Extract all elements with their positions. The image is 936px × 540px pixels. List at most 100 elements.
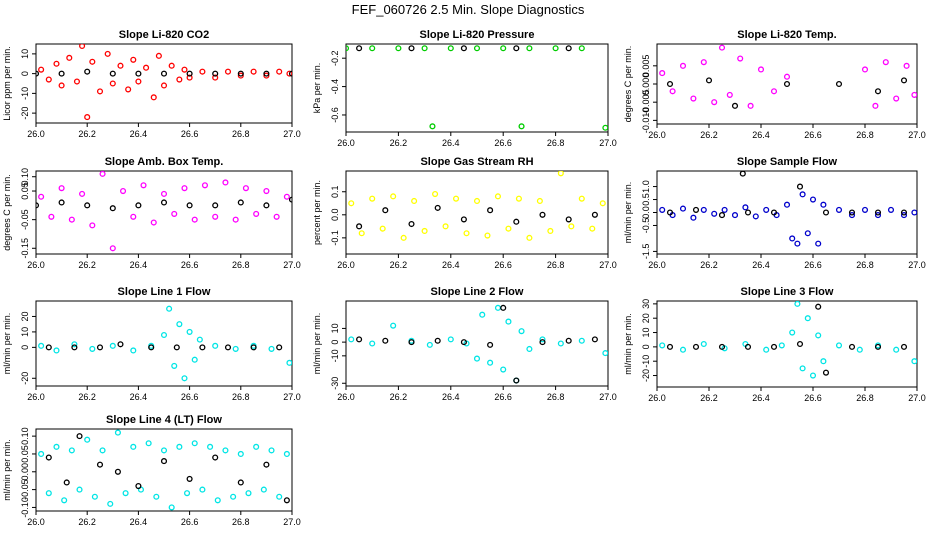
y-tick-label: 0.005 [641,55,651,78]
x-tick-label: 26.0 [27,392,45,402]
data-point-all [568,223,575,230]
data-point-all [547,227,554,234]
data-point-subset [135,70,142,77]
x-tick-label: 26.8 [232,392,250,402]
data-point-subset [199,344,206,351]
data-point-all [263,72,270,79]
data-point-all [903,62,910,69]
x-tick-label: 26.0 [648,130,666,140]
y-tick-label: -0.2 [330,50,340,66]
x-tick-label: 26.6 [181,260,199,270]
data-point-all [893,95,900,102]
data-point-subset [212,202,219,209]
y-tick-label: 10 [641,328,651,338]
data-point-subset [815,303,822,310]
data-point-all [452,195,460,202]
data-point-all [84,114,91,121]
chart-panel-5: Slope Gas Stream RH percent per min. 26.0 2… [312,156,617,270]
data-point-all [757,66,765,73]
data-point-subset [71,344,78,351]
data-point-all [176,443,183,450]
data-point-all [183,490,191,497]
data-point-all [186,328,193,335]
data-point-subset [666,209,674,216]
data-point-all [679,346,687,353]
data-point-all [799,191,806,198]
data-point-all [799,365,806,372]
data-point-all [53,347,60,354]
x-tick-label: 26.2 [700,260,718,270]
y-tick-label: 20 [641,313,651,323]
data-point-subset [434,337,441,344]
x-tick-label: 26.4 [442,260,460,270]
data-point-subset [84,202,91,209]
data-point-all [99,171,106,177]
y-axis-label: ml/min per min. [623,182,633,244]
data-point-all [253,210,260,217]
data-point-subset [114,468,121,475]
data-point-all [700,206,707,213]
data-point-subset [744,343,752,350]
y-tick-label: -10 [20,87,30,100]
data-point-all [763,206,770,213]
x-tick-label: 26.2 [78,129,96,139]
data-point-all [84,436,91,443]
x-tick-label: 26.6 [181,129,199,139]
data-point-all [181,185,188,192]
y-tick-label: -0.4 [330,79,340,95]
data-point-all [276,493,283,500]
data-point-all [130,347,137,354]
x-tick-label: 26.0 [648,260,666,270]
data-point-subset [160,199,168,206]
data-point-subset [250,344,257,351]
data-point-all [199,68,206,75]
y-axis-label: degrees C per min. [623,46,633,123]
data-point-subset [565,337,572,344]
y-tick-label: 0.10 [20,427,30,445]
x-tick-label: 26.4 [130,392,148,402]
data-point-all [135,78,142,85]
x-tick-label: 26.4 [130,129,148,139]
y-tick-label: -0.6 [330,107,340,123]
data-point-all [794,240,801,247]
x-tick-label: 26.4 [442,138,460,148]
data-point-all [48,213,55,220]
data-point-all [429,123,436,130]
data-point-all [473,197,481,205]
data-point-subset [96,461,104,468]
data-point-all [783,73,791,80]
data-point-all [181,375,188,382]
data-point-all [212,74,219,81]
data-point-all [479,311,486,318]
data-point-all [770,88,778,95]
data-point-subset [460,339,467,346]
y-tick-label: -10 [330,349,340,362]
plot-frame [656,43,918,125]
data-point-subset [186,202,193,209]
data-point-subset [408,45,415,52]
data-point-all [518,123,525,130]
data-point-all [253,443,260,450]
data-point-all [526,234,533,241]
data-point-all [283,450,290,458]
y-axis-label: ml/min per min. [2,313,12,375]
data-point-subset [382,207,389,214]
y-tick-label: -20 [20,372,30,385]
data-point-all [38,193,45,200]
data-point-all [176,321,183,328]
data-point-all [809,372,817,379]
y-tick-label: -0.1 [330,230,340,246]
y-axis-label: ml/min per min. [623,313,633,375]
data-point-subset [36,202,40,209]
x-tick-label: 27.0 [908,393,926,403]
data-point-all [669,88,676,95]
x-tick-label: 26.8 [547,260,565,270]
data-point-all [232,345,239,352]
data-point-all [763,346,770,353]
data-point-subset [591,336,598,343]
data-point-all [752,213,759,220]
data-point-all [494,193,502,200]
data-point-all [447,336,454,343]
data-point-all [602,350,608,357]
data-point-subset [500,304,507,311]
